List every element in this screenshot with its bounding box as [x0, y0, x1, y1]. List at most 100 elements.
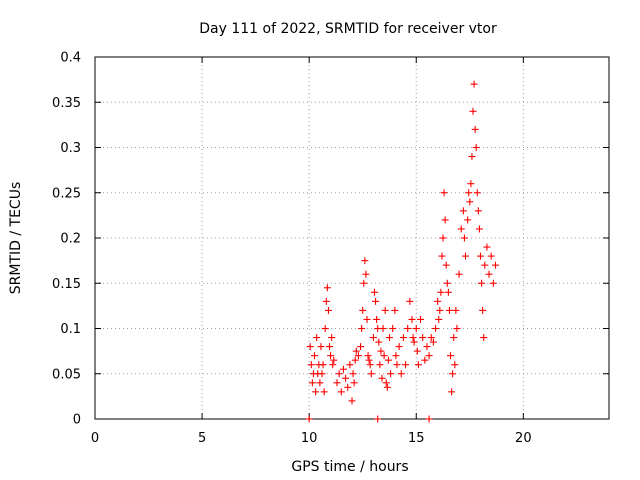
data-point — [337, 388, 345, 396]
y-tick-label: 0.25 — [52, 186, 81, 201]
data-point — [457, 225, 465, 233]
data-point — [389, 325, 397, 332]
data-point — [467, 180, 475, 188]
data-point — [381, 306, 389, 314]
data-point — [417, 315, 425, 323]
x-tick-label: 15 — [408, 431, 425, 446]
data-point — [459, 207, 467, 215]
data-point — [352, 347, 360, 355]
y-tick-label: 0.4 — [60, 51, 81, 66]
data-point — [414, 361, 422, 369]
data-point — [399, 334, 407, 342]
data-point — [307, 361, 315, 369]
data-point — [354, 352, 362, 360]
data-point — [397, 370, 405, 378]
data-point — [471, 125, 479, 133]
data-point — [364, 352, 372, 360]
data-point — [320, 388, 328, 396]
y-tick-label: 0 — [73, 413, 81, 428]
data-point — [374, 415, 382, 423]
data-point — [470, 80, 478, 88]
data-point — [370, 288, 378, 296]
data-point — [313, 334, 321, 342]
data-point — [322, 297, 330, 305]
data-point — [379, 325, 387, 332]
data-point — [377, 347, 385, 355]
x-tick-label: 10 — [301, 431, 318, 446]
data-point — [452, 306, 460, 314]
data-point — [365, 356, 373, 364]
data-point — [425, 415, 433, 423]
data-point — [435, 315, 443, 323]
data-point — [481, 261, 489, 269]
x-tick-label: 0 — [91, 431, 99, 446]
data-point — [442, 261, 450, 269]
y-tick-label: 0.35 — [52, 96, 81, 111]
data-point — [479, 306, 487, 314]
data-point — [409, 334, 417, 342]
data-point — [478, 279, 486, 287]
data-point — [372, 297, 380, 305]
data-point — [376, 361, 384, 369]
data-point — [346, 361, 354, 369]
data-point — [319, 361, 327, 369]
data-point — [451, 361, 459, 369]
y-tick-label: 0.1 — [60, 322, 81, 337]
data-point — [450, 334, 458, 342]
data-point — [395, 343, 403, 351]
data-point — [362, 270, 370, 278]
data-point — [367, 370, 375, 378]
data-point — [339, 365, 347, 373]
data-point — [466, 198, 474, 206]
data-point — [358, 325, 366, 332]
data-point — [406, 297, 414, 305]
data-point — [363, 315, 371, 323]
data-point — [489, 279, 497, 287]
data-point — [361, 257, 369, 265]
data-point — [438, 252, 446, 260]
x-axis-label: GPS time / hours — [291, 459, 408, 475]
data-point — [474, 207, 482, 215]
data-point — [344, 383, 352, 391]
data-point — [440, 189, 448, 197]
data-point — [308, 379, 316, 387]
data-point — [384, 356, 392, 364]
data-point — [444, 288, 452, 296]
data-point — [317, 343, 325, 351]
data-point — [382, 379, 390, 387]
data-point — [318, 370, 326, 378]
data-point — [378, 374, 386, 382]
axis-ticks — [94, 56, 609, 420]
data-point — [316, 379, 324, 387]
data-point — [462, 252, 470, 260]
data-point — [491, 261, 499, 269]
data-point — [342, 374, 350, 382]
data-point — [427, 334, 435, 342]
x-tick-label: 5 — [198, 431, 206, 446]
data-point — [408, 315, 416, 323]
data-point — [429, 338, 437, 346]
y-tick-label: 0.3 — [60, 141, 81, 156]
data-point — [328, 334, 336, 342]
data-point — [380, 352, 388, 360]
data-point — [485, 270, 493, 278]
data-point — [439, 234, 447, 242]
y-axis-label: SRMTID / TECUs — [8, 182, 24, 295]
data-point — [434, 297, 442, 305]
data-point — [453, 325, 461, 332]
data-point — [387, 370, 395, 378]
data-point — [373, 315, 381, 323]
grid — [95, 57, 609, 419]
data-point — [326, 343, 334, 351]
data-point — [455, 270, 463, 278]
data-point — [393, 361, 401, 369]
data-point — [385, 334, 393, 342]
data-point — [333, 379, 341, 387]
data-point — [445, 306, 453, 314]
data-point — [392, 352, 400, 360]
data-point — [402, 361, 410, 369]
data-point — [329, 361, 337, 369]
data-point — [321, 325, 329, 332]
data-point — [369, 334, 377, 342]
data-point — [469, 107, 477, 115]
